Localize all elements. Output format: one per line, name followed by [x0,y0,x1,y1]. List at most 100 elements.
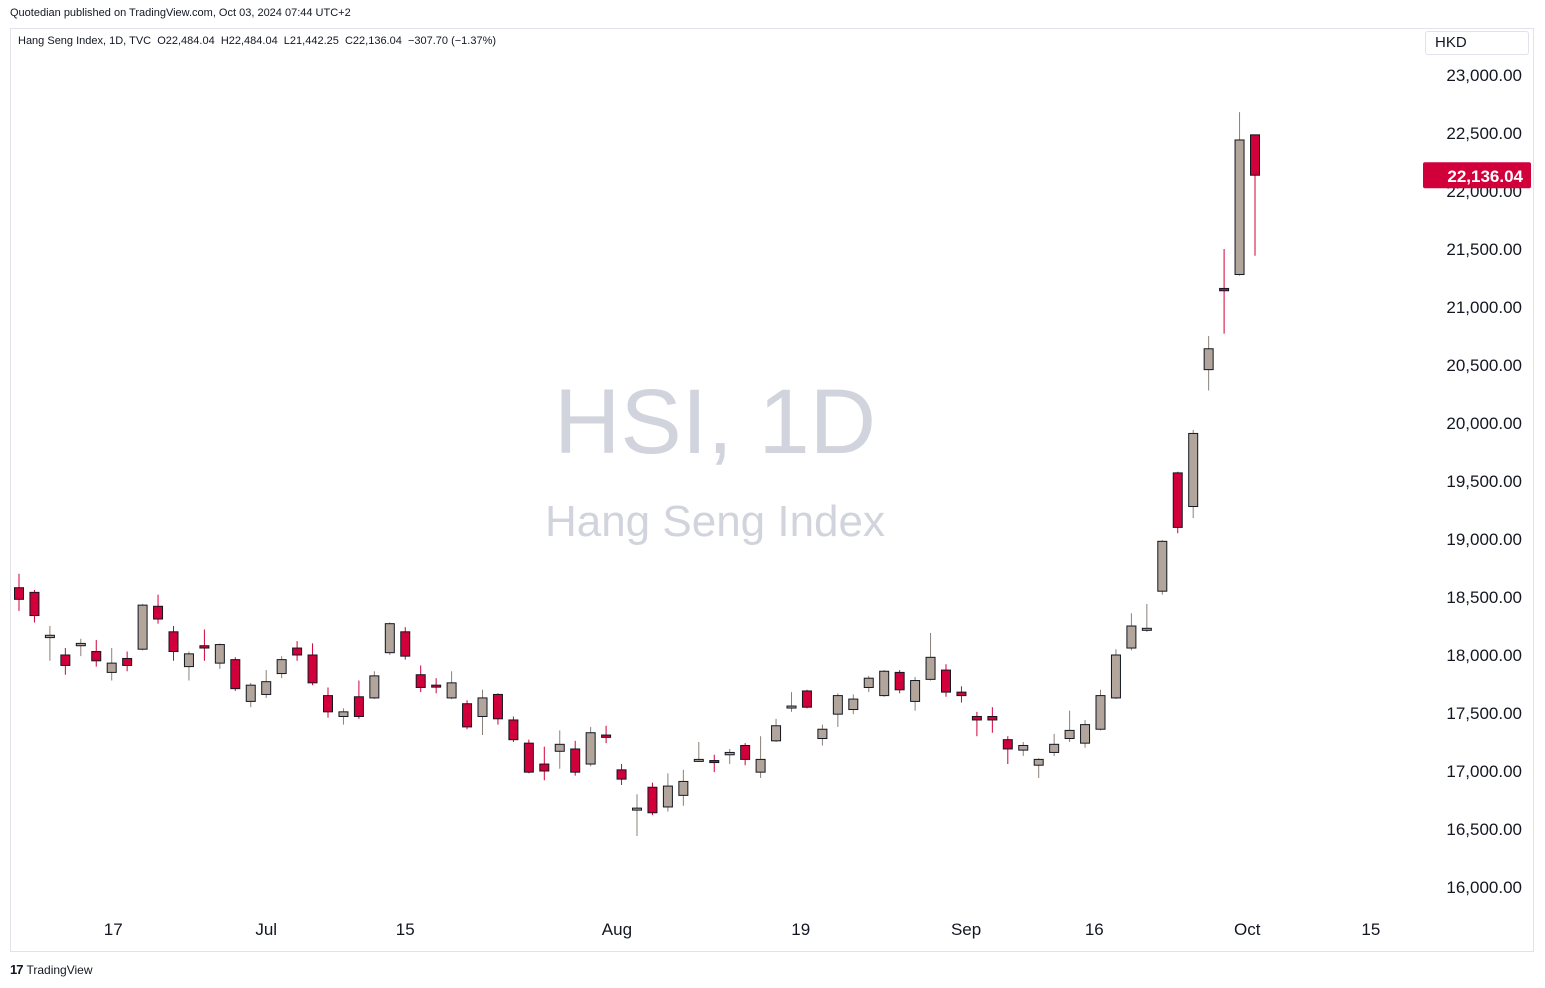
candle-body [1080,724,1091,744]
candle-body [1126,625,1137,649]
y-tick-label: 18,000.00 [1446,646,1522,665]
candle-body [1157,540,1168,592]
watermark-symbol: HSI, 1D [553,371,877,473]
y-tick-label: 21,000.00 [1446,298,1522,317]
footer-brand[interactable]: 17 TradingView [10,962,93,977]
candle-body [647,786,658,814]
candle-body [879,670,890,697]
candle-body [1002,739,1013,750]
candle-body [817,728,828,740]
y-tick-label: 20,500.00 [1446,356,1522,375]
candle-body [508,719,519,741]
publisher-line: Quotedian published on TradingView.com, … [10,7,351,19]
chart-frame [10,28,1534,952]
candle-body [755,758,766,773]
x-tick-label: Jul [255,920,277,939]
tradingview-logo-icon: 17 [10,962,24,977]
y-tick-label: 17,500.00 [1446,704,1522,723]
candle-body [786,705,797,709]
x-tick-label: Aug [602,920,632,939]
candle-body [14,587,24,600]
x-tick-label: Oct [1234,920,1261,939]
x-tick-label: Sep [951,920,981,939]
candle-body [539,763,550,772]
candle-body [323,695,333,713]
x-tick-label: 16 [1085,920,1104,939]
candle-body [956,691,967,697]
candle-body [523,742,534,773]
currency-selector[interactable]: HKD [1425,31,1529,55]
candle-body [632,807,642,811]
candle-body [1219,287,1230,292]
candle-body [369,675,380,699]
candle-body [75,642,86,647]
x-tick-label: 15 [1361,920,1380,939]
candle-body [384,623,395,654]
x-tick-label: 19 [791,920,810,939]
candle-body [230,659,241,690]
x-tick-label: 15 [396,920,415,939]
candle-body [848,698,859,711]
y-tick-label: 19,000.00 [1446,530,1522,549]
candle-body [60,654,71,666]
candle-body [554,743,565,752]
candle-body [801,690,812,708]
candle-body [431,684,442,688]
candle-body [771,725,782,742]
candle-body [1049,743,1060,753]
y-tick-label: 21,500.00 [1446,240,1522,259]
candle-body [1110,654,1121,699]
candle-body [153,605,164,620]
candle-body [1234,139,1245,276]
y-tick-label: 23,000.00 [1446,66,1522,85]
candle-body [292,647,303,656]
watermark-name: Hang Seng Index [544,497,886,546]
last-price-label: 22,136.04 [1447,167,1523,186]
candle-body [601,734,612,738]
candle-body [91,651,102,662]
candle-body [925,656,936,680]
candle-body [199,645,210,649]
x-tick-label: 17 [104,920,123,939]
candle-body [338,711,349,717]
candle-body [1064,729,1075,740]
candle-body [1095,695,1106,730]
candle-body [910,680,921,702]
y-tick-label: 16,000.00 [1446,878,1522,897]
candle-body [709,760,720,764]
candle-body [941,669,951,693]
candle-body [353,696,364,717]
candle-body [183,653,194,668]
candle-body [214,644,225,664]
y-tick-label: 22,500.00 [1446,124,1522,143]
candle-body [724,751,735,756]
candle-body [1141,627,1152,631]
last-price-label-bg [1423,162,1531,189]
candle-body [168,631,179,653]
candle-body [971,715,982,721]
candle-body [832,695,843,715]
candle-body [1018,744,1029,751]
footer-brand-label: TradingView [26,962,93,977]
candle-body [477,697,488,717]
y-tick-label: 17,000.00 [1446,762,1522,781]
candle-body [585,732,596,765]
candle-body [1250,134,1260,176]
candle-body [492,693,503,720]
candle-body [1033,758,1044,766]
candle-body [137,604,148,650]
candle-body [570,748,581,773]
candle-body [1188,432,1199,508]
candle-body [894,671,905,691]
candle-body [616,769,627,780]
candle-body [462,703,473,728]
candle-body [1172,472,1183,528]
candle-body [106,662,117,673]
candle-body [245,684,256,702]
candle-body [400,631,411,657]
ohlc-legend: Hang Seng Index, 1D, TVC O22,484.04 H22,… [18,35,497,47]
candle-body [1203,348,1214,371]
candle-body [307,654,318,684]
candle-body [987,715,998,721]
